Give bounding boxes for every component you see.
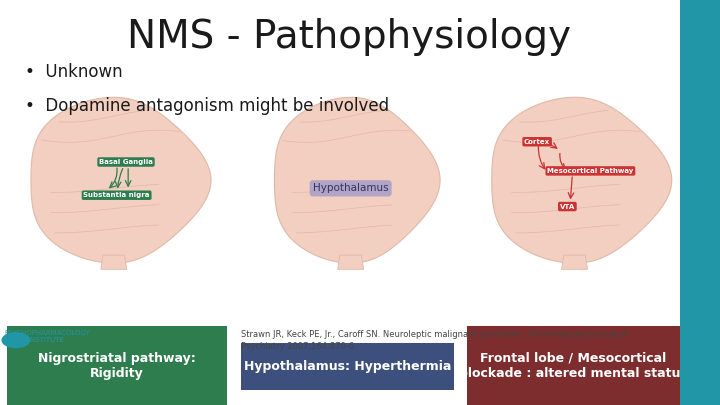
Text: •  Unknown: • Unknown	[25, 63, 123, 81]
Circle shape	[1, 332, 30, 348]
Text: PSYCHOPHARMACOLOGY
INSTITUTE: PSYCHOPHARMACOLOGY INSTITUTE	[4, 330, 89, 343]
Polygon shape	[338, 255, 364, 269]
Text: VTA: VTA	[559, 204, 575, 209]
Polygon shape	[492, 97, 672, 263]
Text: Basal Ganglia: Basal Ganglia	[99, 159, 153, 165]
Text: Hypothalamus: Hypothalamus	[312, 183, 389, 193]
Polygon shape	[101, 255, 127, 269]
Polygon shape	[562, 255, 588, 269]
Text: Strawn JR, Keck PE, Jr., Caroff SN. Neuroleptic malignant syndrome. The American: Strawn JR, Keck PE, Jr., Caroff SN. Neur…	[241, 330, 628, 351]
Text: Cortex: Cortex	[524, 139, 550, 145]
Polygon shape	[274, 97, 440, 263]
Polygon shape	[31, 97, 211, 263]
Text: Mesocortical Pathway: Mesocortical Pathway	[547, 168, 634, 174]
Text: Substantia nigra: Substantia nigra	[84, 192, 150, 198]
FancyBboxPatch shape	[680, 0, 720, 405]
Text: Frontal lobe / Mesocortical
blockade : altered mental status: Frontal lobe / Mesocortical blockade : a…	[459, 352, 688, 379]
Text: •  Dopamine antagonism might be involved: • Dopamine antagonism might be involved	[25, 97, 390, 115]
Text: Nigrostriatal pathway:
Rigidity: Nigrostriatal pathway: Rigidity	[38, 352, 196, 379]
FancyBboxPatch shape	[467, 326, 680, 405]
FancyBboxPatch shape	[7, 326, 227, 405]
Text: NMS - Pathophysiology: NMS - Pathophysiology	[127, 18, 571, 56]
FancyBboxPatch shape	[241, 343, 454, 390]
Text: Hypothalamus: Hyperthermia: Hypothalamus: Hyperthermia	[243, 360, 451, 373]
